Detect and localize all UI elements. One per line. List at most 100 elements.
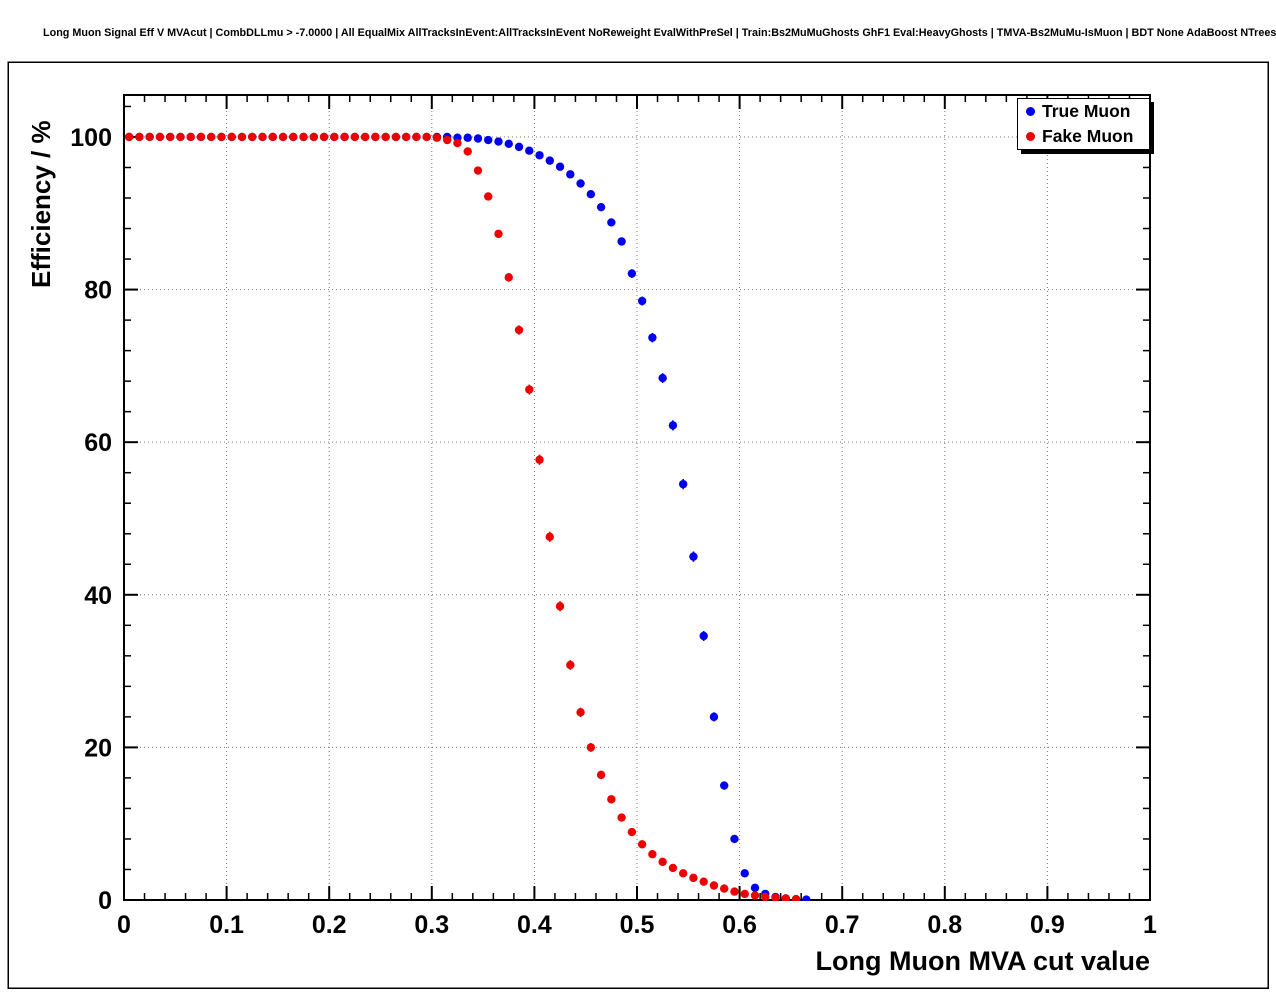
data-point: [607, 795, 616, 804]
data-point: [720, 781, 729, 790]
data-point: [596, 770, 606, 780]
data-point: [453, 138, 462, 148]
x-tick-label: 0.4: [517, 911, 552, 939]
data-point: [278, 132, 288, 142]
legend-marker-cell: [1018, 107, 1042, 116]
pad-border: [7, 61, 1269, 989]
y-tick-label: 0: [98, 887, 112, 915]
legend-label: True Muon: [1042, 101, 1131, 121]
data-point: [525, 146, 534, 155]
data-point: [237, 132, 247, 142]
data-point: [525, 385, 534, 394]
data-point: [504, 273, 513, 282]
data-point: [555, 162, 565, 171]
data-point: [535, 455, 544, 464]
data-point: [678, 869, 688, 878]
data-point: [196, 132, 206, 142]
x-tick-label: 0.3: [414, 911, 449, 939]
data-point: [586, 743, 596, 752]
data-point: [637, 296, 647, 306]
x-tick-label: 0.6: [722, 911, 757, 939]
data-point: [504, 139, 513, 149]
data-point: [648, 333, 657, 342]
data-point: [566, 170, 575, 179]
data-point: [658, 373, 667, 383]
data-point: [576, 179, 585, 188]
data-point: [720, 884, 729, 893]
y-axis-title: Efficiency / %: [26, 120, 56, 288]
data-point: [350, 132, 360, 142]
data-point: [340, 132, 349, 142]
data-point: [761, 892, 770, 901]
y-tick-label: 100: [70, 124, 112, 152]
x-tick-label: 0.7: [825, 911, 860, 939]
data-point: [596, 202, 606, 212]
data-point: [494, 229, 503, 239]
data-point: [658, 857, 667, 867]
data-point: [176, 132, 185, 142]
true-muon-marker-icon: [1025, 107, 1035, 116]
data-point: [545, 532, 554, 541]
y-tick-label: 60: [84, 429, 112, 457]
data-point: [781, 894, 790, 901]
plot-title: Long Muon Signal Eff V MVAcut | CombDLLm…: [43, 27, 1276, 39]
data-point: [576, 708, 585, 717]
data-point: [730, 834, 739, 844]
data-point: [627, 827, 637, 837]
x-tick-label: 0.9: [1030, 911, 1065, 939]
data-point: [371, 132, 380, 142]
data-point: [207, 132, 216, 142]
data-point: [709, 881, 719, 890]
series-fake-muon: [124, 132, 801, 901]
data-point: [473, 166, 483, 175]
data-point: [319, 132, 329, 142]
x-tick-label: 0.1: [209, 911, 244, 939]
y-tick-label: 20: [84, 734, 112, 762]
data-point: [442, 135, 452, 145]
legend-label: Fake Muon: [1042, 126, 1134, 146]
data-point: [484, 192, 493, 201]
data-point: [668, 421, 678, 430]
data-point: [135, 132, 144, 142]
data-point: [637, 840, 647, 849]
data-point: [330, 132, 339, 142]
data-point: [617, 813, 626, 822]
data-point: [360, 132, 370, 142]
data-point: [555, 602, 565, 611]
data-point: [289, 132, 298, 142]
data-point: [473, 134, 483, 143]
series-true-muon: [124, 132, 811, 901]
legend-marker-cell: [1018, 132, 1042, 141]
data-point: [145, 132, 154, 142]
data-point: [494, 137, 503, 146]
data-point: [740, 889, 749, 899]
data-point: [699, 631, 708, 641]
data-point: [401, 132, 411, 142]
legend-entry-fake-muon: Fake Muon: [1018, 124, 1149, 149]
data-point: [627, 269, 637, 278]
data-point: [730, 887, 739, 896]
data-point: [566, 660, 575, 670]
data-point: [617, 237, 626, 246]
data-point: [545, 156, 554, 165]
data-point: [124, 132, 134, 142]
x-tick-label: 0.8: [927, 911, 962, 939]
data-point: [678, 479, 688, 489]
data-point: [217, 132, 226, 142]
data-point: [514, 325, 524, 335]
y-tick-label: 80: [84, 277, 112, 305]
plot-frame: [123, 94, 1151, 901]
data-point: [165, 132, 175, 142]
data-point: [791, 895, 801, 901]
data-point: [381, 132, 390, 142]
data-point: [248, 132, 257, 142]
x-tick-label: 0: [117, 911, 131, 939]
data-point: [740, 869, 749, 878]
data-point: [227, 132, 236, 142]
data-point: [648, 850, 657, 859]
data-point: [391, 132, 401, 142]
x-tick-label: 0.2: [312, 911, 347, 939]
data-point: [299, 132, 308, 142]
